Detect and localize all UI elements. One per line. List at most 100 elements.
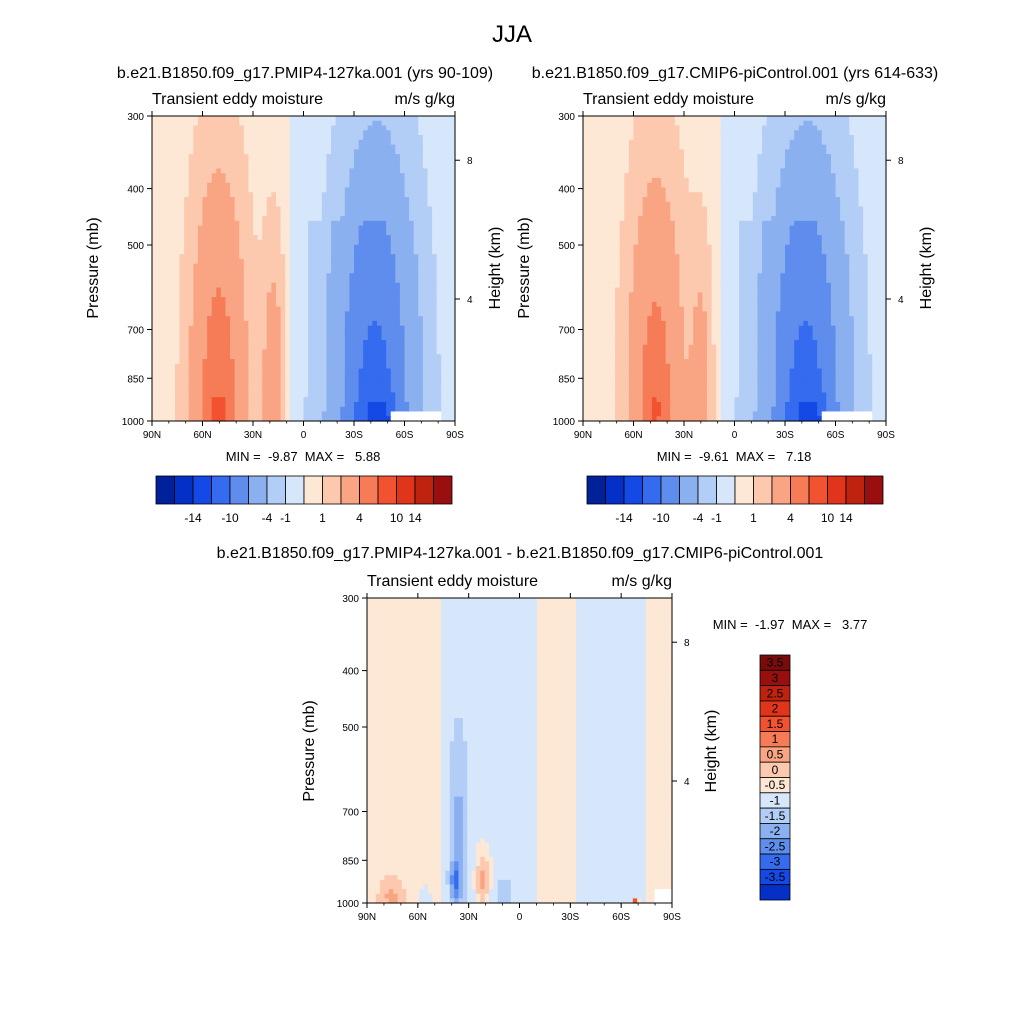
contour-cell [298, 249, 305, 255]
contour-cell [656, 149, 662, 155]
contour-cell [441, 273, 447, 279]
contour-cell [303, 263, 309, 270]
contour-cell [413, 235, 419, 241]
contour-cell [152, 301, 158, 308]
contour-cell [826, 139, 832, 146]
contour-cell [271, 363, 277, 370]
contour-cell [441, 197, 447, 203]
contour-cell [321, 287, 328, 293]
contour-cell [853, 158, 860, 165]
contour-cell [184, 120, 190, 127]
contour-cell [248, 363, 254, 370]
contour-cell [780, 116, 786, 122]
contour-cell [381, 192, 387, 198]
contour-cell [271, 201, 277, 208]
contour-cell [830, 130, 837, 136]
contour-cell [624, 154, 630, 160]
contour-cell [271, 235, 277, 241]
contour-cell [188, 273, 194, 279]
contour-cell [427, 368, 433, 374]
contour-cell [684, 158, 690, 165]
contour-cell [331, 201, 337, 208]
contour-cell [271, 249, 277, 255]
contour-cell [445, 320, 452, 327]
contour-cell [179, 173, 185, 179]
contour-cell [239, 287, 245, 293]
contour-cell [303, 411, 309, 417]
contour-cell [161, 225, 167, 231]
contour-cell [312, 297, 318, 303]
contour-cell [331, 163, 337, 170]
contour-cell [812, 144, 818, 150]
contour-cell [165, 149, 171, 155]
contour-cell [156, 116, 162, 122]
contour-cell [395, 254, 401, 260]
contour-cell [188, 368, 194, 374]
contour-cell [711, 130, 717, 136]
contour-cell [253, 287, 259, 293]
contour-cell [230, 163, 236, 170]
contour-cell [381, 268, 387, 274]
contour-cell [409, 168, 415, 174]
contour-cell [386, 158, 392, 165]
contour-cell [271, 230, 277, 236]
contour-cell [413, 268, 419, 274]
contour-cell [706, 125, 713, 131]
contour-cell [390, 149, 396, 155]
contour-cell [354, 168, 360, 174]
contour-cell [285, 201, 291, 208]
contour-cell [266, 230, 272, 236]
contour-cell [262, 397, 268, 403]
contour-cell [610, 130, 616, 136]
contour-cell [441, 139, 447, 146]
contour-cell [826, 135, 832, 141]
contour-cell [188, 197, 194, 203]
contour-cell [349, 401, 355, 408]
contour-cell [156, 244, 162, 251]
contour-cell [179, 368, 185, 374]
contour-cell [289, 177, 295, 184]
contour-cell [349, 177, 355, 184]
contour-cell [239, 230, 245, 236]
contour-cell [386, 220, 392, 227]
contour-cell [605, 116, 612, 122]
contour-cell [344, 144, 351, 150]
contour-cell [188, 168, 194, 174]
contour-cell [230, 311, 236, 317]
contour-cell [308, 182, 314, 189]
contour-cell [835, 125, 841, 131]
contour-cell [326, 220, 332, 227]
contour-cell [248, 182, 254, 189]
contour-cell [367, 206, 373, 212]
contour-cell [422, 244, 429, 251]
contour-cell [404, 220, 410, 227]
contour-cell [248, 373, 254, 379]
contour-cell [363, 211, 369, 217]
contour-cell [363, 125, 369, 131]
contour-cell [427, 249, 433, 255]
contour-cell [253, 258, 259, 265]
contour-cell [303, 201, 309, 208]
contour-cell [331, 287, 337, 293]
contour-cell [202, 416, 208, 422]
contour-cell [285, 130, 291, 136]
contour-cell [202, 220, 208, 227]
contour-cell [427, 320, 433, 327]
contour-cell [202, 125, 208, 131]
contour-cell [294, 273, 300, 279]
contour-cell [354, 173, 360, 179]
contour-cell [248, 120, 254, 127]
contour-cell [354, 249, 360, 255]
contour-cell [372, 244, 378, 251]
contour-cell [179, 306, 185, 312]
contour-cell [294, 206, 300, 212]
contour-cell [248, 278, 254, 284]
contour-cell [170, 392, 176, 398]
contour-cell [257, 330, 263, 336]
contour-cell [193, 301, 199, 308]
contour-cell [317, 225, 323, 231]
contour-cell [262, 406, 268, 413]
contour-cell [184, 397, 190, 403]
contour-cell [390, 163, 396, 170]
contour-cell [152, 373, 158, 379]
